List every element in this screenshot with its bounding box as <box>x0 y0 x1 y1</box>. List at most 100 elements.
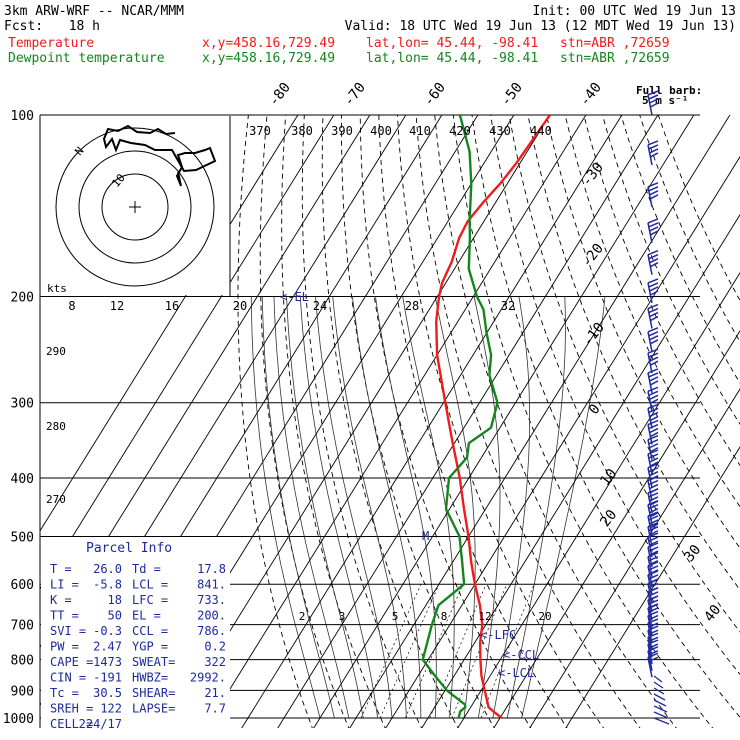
isotherm <box>493 330 740 728</box>
wind-barb <box>647 348 659 374</box>
parcel-info-title: Parcel Info <box>86 541 172 556</box>
isotherm-label: 40 <box>701 602 724 625</box>
parcel-value: 224/17 <box>79 717 122 731</box>
wind-barb <box>653 687 665 695</box>
theta-top-label: 400 <box>370 124 392 138</box>
dry-adiabat <box>471 115 740 718</box>
wind-barb <box>647 278 659 304</box>
hodograph-speed-tick: 32 <box>501 299 515 313</box>
parcel-value: 322 <box>204 655 226 669</box>
temperature-xy: x,y=458.16,729.49 <box>202 36 335 51</box>
wind-barb <box>647 90 659 116</box>
temperature-latlon: lat,lon= 45.44, -98.41 <box>366 36 538 51</box>
dry-adiabat <box>546 115 740 549</box>
mixing-ratio-line <box>429 584 487 719</box>
theta-side-label: 270 <box>46 493 66 506</box>
parcel-key: T = <box>50 562 72 576</box>
theta-side-label: 280 <box>46 420 66 433</box>
pressure-label-600: 600 <box>11 578 34 593</box>
theta-top-label: 430 <box>489 124 511 138</box>
wind-barb <box>647 419 659 445</box>
parcel-info-panel <box>41 537 230 728</box>
parcel-key: LFC = <box>132 593 168 607</box>
isotherm <box>205 115 587 728</box>
pressure-label-300: 300 <box>11 397 34 412</box>
wind-barb <box>647 386 659 412</box>
el-marker: <-EL <box>280 290 309 304</box>
moist-adiabat <box>315 296 393 719</box>
dry-adiabat <box>601 115 740 425</box>
isotherm <box>313 115 695 728</box>
wind-barb <box>647 182 659 207</box>
hodograph-units-label: kts <box>47 282 67 295</box>
isotherm-label: -10 <box>580 320 608 350</box>
dry-adiabat <box>259 115 350 728</box>
parcel-value: 1473 <box>93 655 122 669</box>
hodograph-trace <box>102 124 217 187</box>
wind-barb <box>647 327 659 352</box>
parcel-key: K = <box>50 593 72 607</box>
parcel-key: Td = <box>132 562 161 576</box>
hodograph-speed-tick: 16 <box>165 299 179 313</box>
parcel-key: TT = <box>50 609 79 623</box>
pressure-label-700: 700 <box>11 619 34 634</box>
dewpoint-latlon: lat,lon= 45.44, -98.41 <box>366 51 538 66</box>
parcel-value: -0.3 <box>93 624 122 638</box>
ccl-marker: <-CCL <box>503 648 539 662</box>
isotherm <box>529 388 740 728</box>
theta-top-label: 370 <box>249 124 271 138</box>
parcel-value: 122 <box>100 702 122 716</box>
temperature-station: stn=ABR ,72659 <box>560 36 670 51</box>
parcel-key: CAPE = <box>50 655 93 669</box>
pressure-label-500: 500 <box>11 530 34 545</box>
isotherm <box>40 115 335 590</box>
parcel-value: 733. <box>197 593 226 607</box>
pressure-label-400: 400 <box>11 472 34 487</box>
wind-barb <box>647 499 659 525</box>
isotherm-label: 20 <box>597 507 620 530</box>
dewpoint-line <box>421 115 499 719</box>
theta-top-label: 390 <box>331 124 353 138</box>
wind-barb <box>653 705 668 713</box>
forecast-label: Fcst: <box>4 19 43 34</box>
wind-barb <box>647 218 659 244</box>
dry-adiabat <box>237 115 313 728</box>
parcel-value: -191 <box>93 671 122 685</box>
dry-adiabat <box>341 115 495 728</box>
parcel-value: 18 <box>108 593 122 607</box>
isotherm-label: 30 <box>681 542 704 565</box>
isotherm <box>169 115 551 728</box>
pressure-label-1000: 1000 <box>3 712 34 727</box>
isotherm <box>241 115 623 728</box>
wind-barb <box>647 435 659 460</box>
parcel-key: EL = <box>132 609 161 623</box>
wind-barb <box>647 403 659 429</box>
wind-barb <box>653 675 663 683</box>
dry-adiabat <box>620 115 740 384</box>
hodograph-speed-tick: 12 <box>110 299 124 313</box>
parcel-key: CIN = <box>50 671 86 685</box>
parcel-key: SREH = <box>50 702 93 716</box>
theta-top-label: 410 <box>409 124 431 138</box>
moist-adiabat <box>250 296 321 719</box>
dry-adiabat <box>359 115 532 728</box>
isotherm-label: -80 <box>266 80 294 110</box>
wind-barb <box>653 681 664 689</box>
dry-adiabat <box>452 115 714 728</box>
isotherm <box>349 115 731 728</box>
parcel-value: 0.2 <box>204 640 226 654</box>
mixing-ratio-label: 12 <box>478 610 491 623</box>
isotherm-label: -20 <box>579 241 607 271</box>
wind-barb <box>653 711 669 719</box>
dry-adiabat <box>378 115 568 728</box>
parcel-value: 26.0 <box>93 562 122 576</box>
mixing-ratio-label: 20 <box>538 610 551 623</box>
isotherm-label: -50 <box>498 80 526 110</box>
parcel-value: -5.8 <box>93 578 122 592</box>
isotherm-label: -30 <box>579 160 607 190</box>
parcel-value: 21. <box>204 686 226 700</box>
parcel-key: CELL = <box>50 717 93 731</box>
isotherm-label: -40 <box>577 80 605 110</box>
parcel-value: 200. <box>197 609 226 623</box>
mixing-ratio-label: 8 <box>441 610 448 623</box>
